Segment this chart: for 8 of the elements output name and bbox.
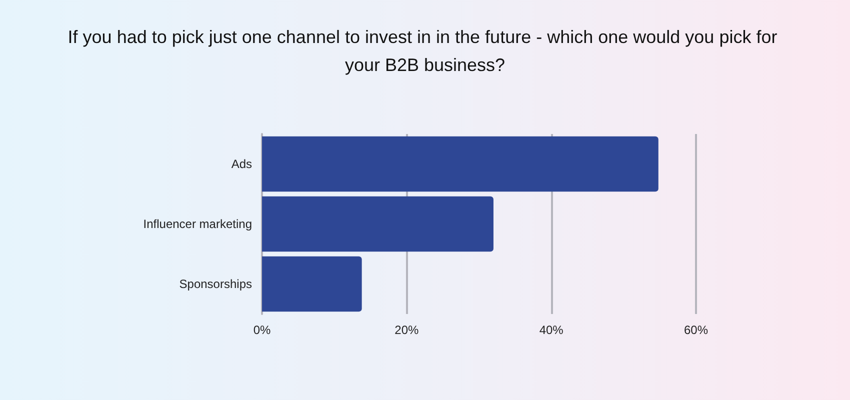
chart-title: If you had to pick just one channel to invest in in the future - which one would you pick for your B2B business? <box>68 27 782 75</box>
x-tick-label: 60% <box>684 323 708 337</box>
y-tick-label: Sponsorships <box>179 277 252 291</box>
x-tick-label: 40% <box>539 323 564 337</box>
x-tick-label: 0% <box>253 323 271 337</box>
y-tick-label: Ads <box>231 157 252 171</box>
y-tick-label: Influencer marketing <box>143 217 252 231</box>
x-tick-label: 20% <box>394 323 419 337</box>
